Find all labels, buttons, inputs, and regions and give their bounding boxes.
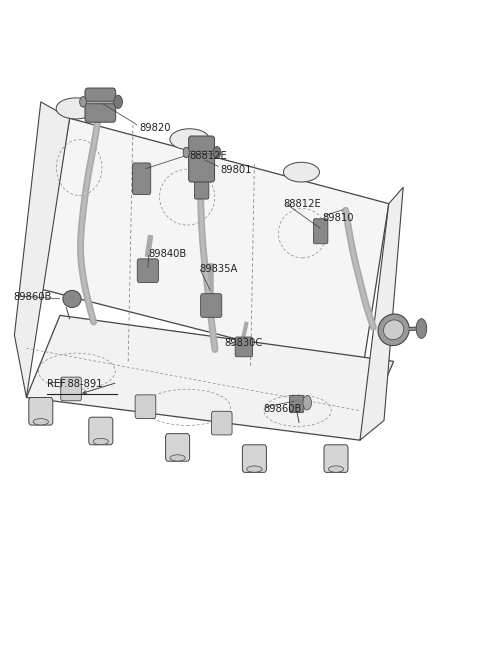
Ellipse shape	[80, 97, 86, 107]
FancyBboxPatch shape	[60, 377, 81, 401]
FancyBboxPatch shape	[135, 395, 156, 419]
FancyBboxPatch shape	[242, 445, 266, 472]
Text: 89810: 89810	[323, 213, 354, 223]
Ellipse shape	[328, 466, 344, 472]
Ellipse shape	[378, 314, 409, 346]
Ellipse shape	[63, 290, 81, 307]
FancyBboxPatch shape	[235, 337, 252, 357]
FancyBboxPatch shape	[324, 445, 348, 472]
Text: REF.88-891: REF.88-891	[47, 379, 103, 390]
Ellipse shape	[213, 147, 221, 158]
FancyBboxPatch shape	[313, 219, 328, 244]
FancyBboxPatch shape	[289, 396, 304, 413]
Ellipse shape	[247, 466, 262, 472]
Text: 89801: 89801	[221, 164, 252, 175]
Text: 89820: 89820	[139, 123, 171, 133]
Ellipse shape	[114, 95, 122, 108]
Text: 89835A: 89835A	[199, 264, 238, 275]
FancyBboxPatch shape	[211, 411, 232, 435]
FancyBboxPatch shape	[29, 397, 53, 425]
FancyBboxPatch shape	[201, 294, 222, 317]
Ellipse shape	[170, 129, 209, 150]
Text: 88812E: 88812E	[283, 198, 321, 209]
Ellipse shape	[416, 319, 427, 338]
Ellipse shape	[93, 438, 108, 445]
Text: 89860B: 89860B	[13, 292, 52, 302]
Ellipse shape	[303, 396, 312, 410]
Text: 89840B: 89840B	[149, 249, 187, 260]
Text: 88812E: 88812E	[190, 151, 228, 162]
Text: 89830C: 89830C	[225, 338, 263, 348]
FancyBboxPatch shape	[189, 136, 215, 182]
Polygon shape	[360, 187, 403, 440]
FancyBboxPatch shape	[85, 88, 116, 122]
FancyBboxPatch shape	[166, 434, 190, 461]
FancyBboxPatch shape	[89, 417, 113, 445]
Ellipse shape	[33, 419, 48, 425]
Ellipse shape	[170, 455, 185, 461]
Polygon shape	[41, 118, 389, 371]
FancyBboxPatch shape	[194, 171, 209, 199]
FancyBboxPatch shape	[132, 163, 151, 194]
Ellipse shape	[384, 320, 404, 340]
Text: 89860B: 89860B	[263, 403, 301, 414]
Polygon shape	[14, 102, 70, 397]
Ellipse shape	[56, 98, 96, 119]
Ellipse shape	[283, 162, 320, 182]
Ellipse shape	[183, 147, 189, 158]
Polygon shape	[26, 315, 394, 440]
FancyBboxPatch shape	[137, 259, 158, 283]
